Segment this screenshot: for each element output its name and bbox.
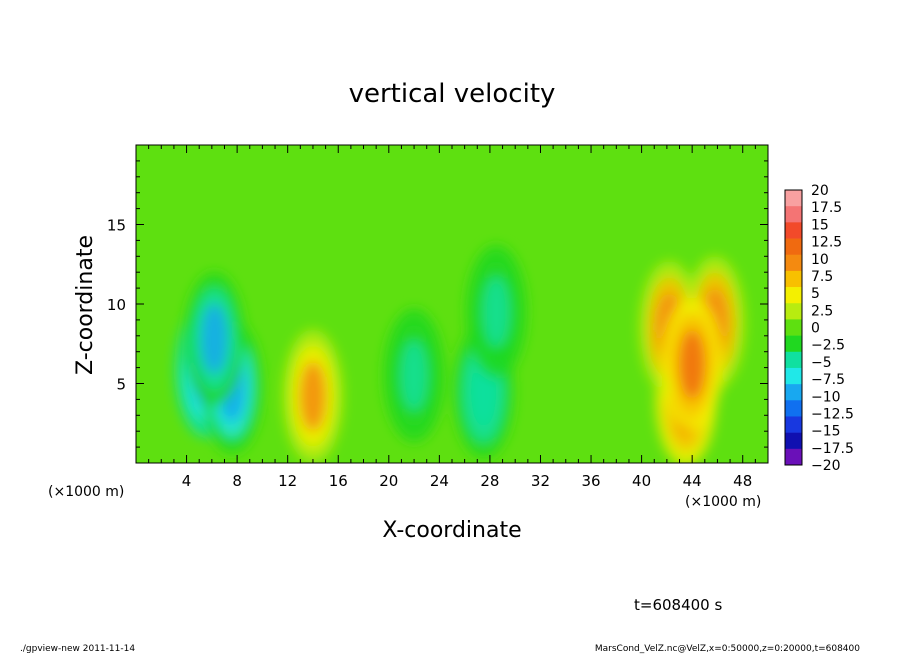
x-unit-label-left: (×1000 m) xyxy=(48,484,124,500)
time-label: t=608400 s xyxy=(634,596,722,614)
x-unit-label-right: (×1000 m) xyxy=(685,494,761,510)
colorbar-label: 15 xyxy=(811,217,829,233)
colorbar-label: −12.5 xyxy=(811,406,854,422)
colorbar-swatch xyxy=(785,335,802,353)
colorbar-swatch xyxy=(785,287,802,304)
colorbar-swatch xyxy=(785,351,802,369)
colorbar-label: 2.5 xyxy=(811,303,833,319)
colorbar-label: −5 xyxy=(811,355,832,371)
colorbar-swatch xyxy=(785,270,802,288)
x-tick-label: 4 xyxy=(182,472,192,490)
x-tick-label: 32 xyxy=(531,472,550,490)
y-tick-label: 15 xyxy=(107,217,126,235)
colorbar-swatch xyxy=(785,432,802,450)
field-feature xyxy=(400,340,428,411)
x-tick-label: 20 xyxy=(379,472,398,490)
y-axis-label: Z-coordinate xyxy=(73,235,98,375)
colorbar-swatch xyxy=(785,416,802,433)
y-tick-label: 5 xyxy=(116,376,126,394)
colorbar-swatch xyxy=(785,303,802,320)
colorbar-label: −15 xyxy=(811,424,841,440)
y-tick-label: 10 xyxy=(107,296,126,314)
chart-title: vertical velocity xyxy=(349,79,556,109)
colorbar-label: 7.5 xyxy=(811,269,833,285)
x-axis-label: X-coordinate xyxy=(382,518,521,543)
colorbar-label: 10 xyxy=(811,252,829,268)
colorbar-swatch xyxy=(785,400,802,417)
x-tick-label: 12 xyxy=(278,472,297,490)
colorbar-swatch xyxy=(785,384,802,401)
colorbar-swatch xyxy=(785,254,802,272)
colorbar-label: 20 xyxy=(811,183,829,199)
colorbar-swatch xyxy=(785,448,802,466)
velocity-field xyxy=(136,145,768,463)
colorbar-swatch xyxy=(785,222,802,239)
footer-right: MarsCond_VelZ.nc@VelZ,x=0:50000,z=0:2000… xyxy=(595,644,860,654)
colorbar-label: −10 xyxy=(811,389,841,405)
x-tick-label: 8 xyxy=(232,472,242,490)
colorbar-swatch xyxy=(785,190,802,207)
colorbar-label: −7.5 xyxy=(811,372,845,388)
colorbar-swatch xyxy=(785,367,802,385)
colorbar-label: 5 xyxy=(811,286,820,302)
field-feature xyxy=(299,361,327,432)
x-tick-label: 40 xyxy=(632,472,651,490)
x-tick-label: 24 xyxy=(430,472,449,490)
field-feature xyxy=(201,304,228,374)
field-features xyxy=(175,245,746,463)
x-tick-label: 48 xyxy=(733,472,752,490)
colorbar-swatch xyxy=(785,238,802,256)
footer-left: ./gpview-new 2011-11-14 xyxy=(20,644,135,654)
colorbar-border xyxy=(784,189,803,466)
colorbar-swatch xyxy=(785,206,802,223)
field-feature xyxy=(482,276,510,347)
colorbar-label: −17.5 xyxy=(811,441,854,457)
colorbar-swatch xyxy=(785,319,802,336)
x-tick-label: 16 xyxy=(329,472,348,490)
x-tick-label: 36 xyxy=(581,472,600,490)
x-tick-label: 44 xyxy=(683,472,702,490)
colorbar-label: −20 xyxy=(811,458,841,474)
colorbar-label: −2.5 xyxy=(811,338,845,354)
colorbar-label: 0 xyxy=(811,321,820,337)
colorbar-label: 12.5 xyxy=(811,235,842,251)
field-feature xyxy=(678,329,706,400)
x-tick-label: 28 xyxy=(480,472,499,490)
colorbar-label: 17.5 xyxy=(811,200,842,216)
